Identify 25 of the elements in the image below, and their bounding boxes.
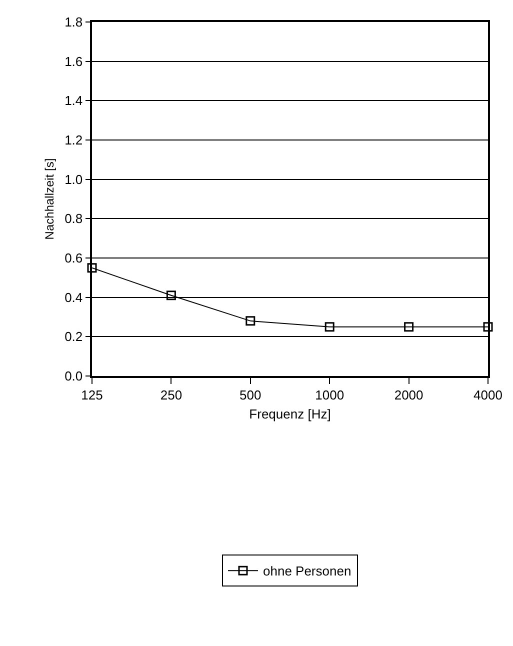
y-tick-label: 1.0 <box>64 172 83 187</box>
y-tick-label: 1.6 <box>64 54 83 69</box>
x-tick-label: 4000 <box>474 387 502 402</box>
y-tick-label: 0.8 <box>64 211 83 226</box>
x-tick-label: 250 <box>160 387 182 402</box>
point <box>166 290 176 300</box>
point <box>483 322 493 332</box>
x-tick-label: 125 <box>81 387 103 402</box>
y-tick-label: 0.0 <box>64 368 83 384</box>
y-tick-label: 0.4 <box>64 290 83 305</box>
y-axis-title: Nachhallzeit [s] <box>42 158 56 240</box>
point <box>324 322 334 332</box>
legend-label: ohne Personen <box>263 564 352 579</box>
x-tick-label: 500 <box>240 387 262 402</box>
point <box>246 316 256 326</box>
x-tick-label: 1000 <box>315 387 344 402</box>
y-tick-label: 0.6 <box>64 250 83 266</box>
y-tick-label: 1.2 <box>64 132 83 148</box>
x-tick-label: 2000 <box>394 387 424 402</box>
y-tick-label: 1.4 <box>64 93 83 108</box>
y-tick-label: 1.8 <box>64 14 83 30</box>
y-tick-label: 0.2 <box>64 329 83 344</box>
point <box>87 263 97 273</box>
point <box>404 322 414 332</box>
x-axis-title: Frequenz [Hz] <box>249 406 331 422</box>
